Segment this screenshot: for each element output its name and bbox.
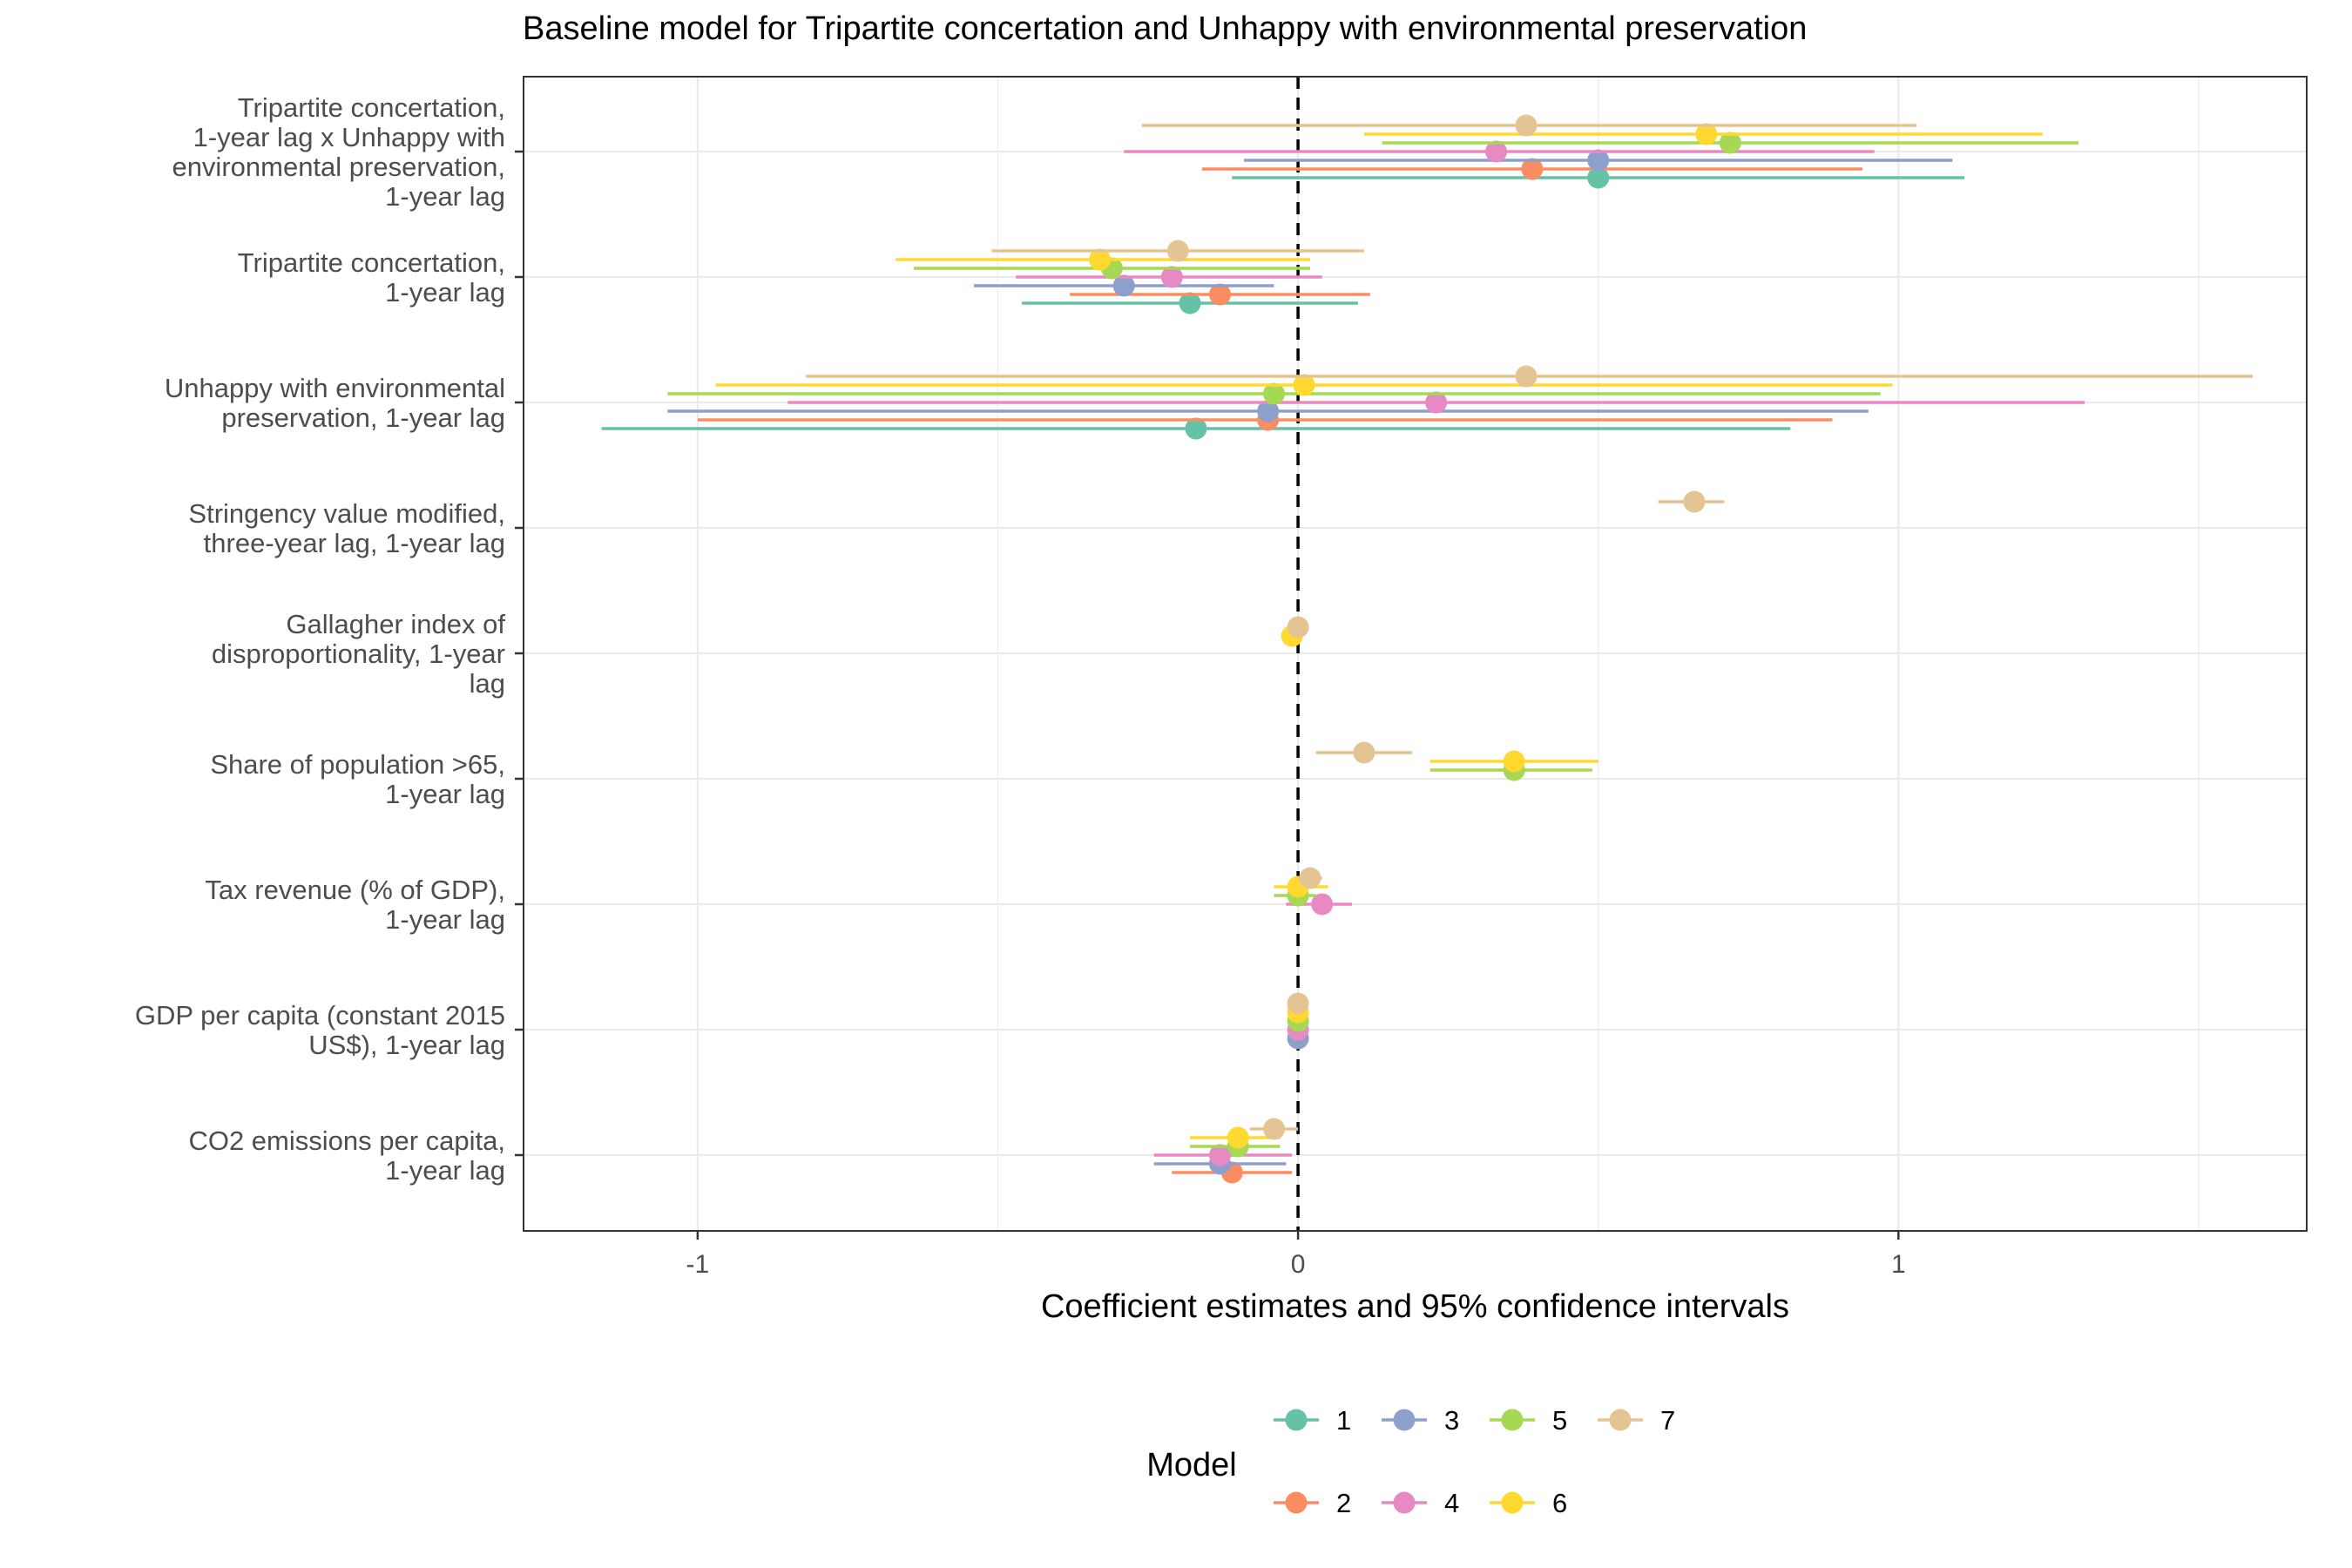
series-5 bbox=[667, 132, 2079, 1158]
point-model-5-cat-2 bbox=[1263, 382, 1286, 405]
point-model-1-cat-1 bbox=[1179, 292, 1201, 314]
point-model-3-cat-1 bbox=[1112, 274, 1135, 297]
y-tick-label-0: Tripartite concertation, 1-year lag x Unh… bbox=[172, 92, 505, 212]
y-tick-label-line: Unhappy with environmental bbox=[165, 373, 505, 403]
y-tick-label-6: Tax revenue (% of GDP), 1-year lag bbox=[205, 875, 505, 935]
point-model-3-cat-0 bbox=[1587, 149, 1610, 172]
legend-key-point bbox=[1501, 1491, 1524, 1514]
legend-label-2: 2 bbox=[1336, 1488, 1351, 1518]
point-model-7-cat-4 bbox=[1287, 616, 1309, 639]
y-tick-label-2: Unhappy with environmental preservation, … bbox=[165, 373, 505, 433]
series-6 bbox=[715, 123, 2043, 1149]
y-tick-label-line: Share of population >65, bbox=[210, 749, 505, 780]
legend-key-point bbox=[1501, 1409, 1524, 1431]
legend-item-6: 6 bbox=[1490, 1488, 1567, 1518]
y-tick-label-line: three-year lag, 1-year lag bbox=[204, 528, 505, 558]
point-model-7-cat-1 bbox=[1166, 240, 1189, 262]
point-model-4-cat-6 bbox=[1311, 893, 1334, 916]
y-tick-label-line: disproportionality, 1-year bbox=[212, 639, 505, 669]
point-model-6-cat-8 bbox=[1227, 1126, 1249, 1149]
point-model-7-cat-3 bbox=[1683, 490, 1706, 513]
legend-item-3: 3 bbox=[1382, 1405, 1459, 1436]
point-model-3-cat-2 bbox=[1257, 400, 1280, 422]
y-tick-label-line: 1-year lag bbox=[385, 779, 505, 809]
legend-label-7: 7 bbox=[1660, 1405, 1675, 1436]
x-tick-label-0: -1 bbox=[686, 1250, 710, 1279]
y-tick-label-line: 1-year lag bbox=[385, 181, 505, 212]
point-model-2-cat-0 bbox=[1521, 158, 1544, 180]
point-model-2-cat-1 bbox=[1209, 283, 1232, 306]
grid-lines bbox=[524, 77, 2307, 1231]
y-tick-label-line: 1-year lag bbox=[385, 1155, 505, 1186]
y-tick-label-line: Tripartite concertation, bbox=[238, 92, 505, 123]
point-model-6-cat-2 bbox=[1293, 374, 1315, 396]
point-model-4-cat-0 bbox=[1485, 140, 1508, 163]
x-axis-label: Coefficient estimates and 95% confidence… bbox=[1041, 1288, 1789, 1325]
legend-item-1: 1 bbox=[1274, 1405, 1351, 1436]
point-model-6-cat-0 bbox=[1695, 123, 1718, 145]
y-tick-label-line: Stringency value modified, bbox=[188, 498, 505, 529]
y-tick-label-5: Share of population >65, 1-year lag bbox=[210, 749, 505, 809]
y-tick-label-line: 1-year lag x Unhappy with bbox=[193, 122, 505, 152]
y-tick-label-line: 1-year lag bbox=[385, 277, 505, 308]
y-tick-label-line: GDP per capita (constant 2015 bbox=[135, 1000, 505, 1031]
legend-label-1: 1 bbox=[1336, 1405, 1351, 1436]
y-tick-label-line: Tripartite concertation, bbox=[238, 247, 505, 278]
y-tick-label-line: US$), 1-year lag bbox=[308, 1030, 505, 1060]
legend-key-point bbox=[1393, 1491, 1416, 1514]
y-tick-label-line: environmental preservation, bbox=[172, 152, 505, 182]
x-tick-label-2: 1 bbox=[1891, 1250, 1906, 1279]
point-model-6-cat-5 bbox=[1503, 750, 1525, 773]
x-axis: -1 0 1 bbox=[686, 1231, 1906, 1279]
y-tick-label-line: 1-year lag bbox=[385, 904, 505, 935]
chart-title: Baseline model for Tripartite concertati… bbox=[523, 10, 1808, 47]
point-model-7-cat-0 bbox=[1515, 114, 1538, 137]
y-tick-label-line: Tax revenue (% of GDP), bbox=[205, 875, 505, 905]
legend-label-3: 3 bbox=[1444, 1405, 1459, 1436]
point-model-7-cat-6 bbox=[1299, 867, 1321, 889]
legend-label-5: 5 bbox=[1552, 1405, 1567, 1436]
y-tick-label-line: CO2 emissions per capita, bbox=[188, 1125, 505, 1156]
legend-key-point bbox=[1393, 1409, 1416, 1431]
legend-key-point bbox=[1609, 1409, 1632, 1431]
point-model-5-cat-0 bbox=[1719, 132, 1741, 154]
y-tick-label-7: GDP per capita (constant 2015 US$), 1-yea… bbox=[135, 1000, 505, 1060]
y-tick-label-8: CO2 emissions per capita, 1-year lag bbox=[188, 1125, 505, 1186]
legend-item-5: 5 bbox=[1490, 1405, 1567, 1436]
legend-item-2: 2 bbox=[1274, 1488, 1351, 1518]
legend-title: Model bbox=[1146, 1447, 1237, 1484]
y-tick-label-3: Stringency value modified, three-year lag… bbox=[188, 498, 505, 558]
point-model-6-cat-1 bbox=[1089, 248, 1112, 271]
point-model-1-cat-0 bbox=[1587, 166, 1610, 189]
legend-label-4: 4 bbox=[1444, 1488, 1459, 1518]
legend-item-4: 4 bbox=[1382, 1488, 1459, 1518]
y-tick-label-line: Gallagher index of bbox=[286, 609, 505, 639]
legend: Model 1 3 5 7 2 4 6 bbox=[1146, 1405, 1675, 1518]
y-tick-label-line: lag bbox=[470, 668, 505, 699]
point-model-7-cat-2 bbox=[1515, 365, 1538, 388]
y-tick-label-line: preservation, 1-year lag bbox=[221, 402, 505, 433]
legend-key-point bbox=[1285, 1409, 1308, 1431]
point-model-1-cat-2 bbox=[1185, 417, 1207, 440]
point-model-4-cat-2 bbox=[1425, 391, 1448, 414]
series-marks bbox=[601, 114, 2253, 1184]
series-7 bbox=[805, 114, 2253, 1140]
y-tick-label-1: Tripartite concertation, 1-year lag bbox=[238, 247, 505, 308]
point-model-7-cat-8 bbox=[1263, 1118, 1286, 1140]
legend-label-6: 6 bbox=[1552, 1488, 1567, 1518]
point-model-4-cat-8 bbox=[1209, 1144, 1232, 1166]
legend-item-7: 7 bbox=[1598, 1405, 1675, 1436]
x-tick-label-1: 0 bbox=[1291, 1250, 1306, 1279]
y-tick-label-4: Gallagher index of disproportionality, 1-… bbox=[212, 609, 506, 699]
point-model-7-cat-7 bbox=[1287, 992, 1309, 1015]
legend-key-point bbox=[1285, 1491, 1308, 1514]
point-model-4-cat-1 bbox=[1160, 266, 1183, 288]
series-3 bbox=[667, 149, 1953, 1175]
y-axis: Tripartite concertation, 1-year lag x Unh… bbox=[135, 92, 524, 1186]
series-1 bbox=[601, 166, 1965, 440]
point-model-7-cat-5 bbox=[1353, 741, 1375, 764]
